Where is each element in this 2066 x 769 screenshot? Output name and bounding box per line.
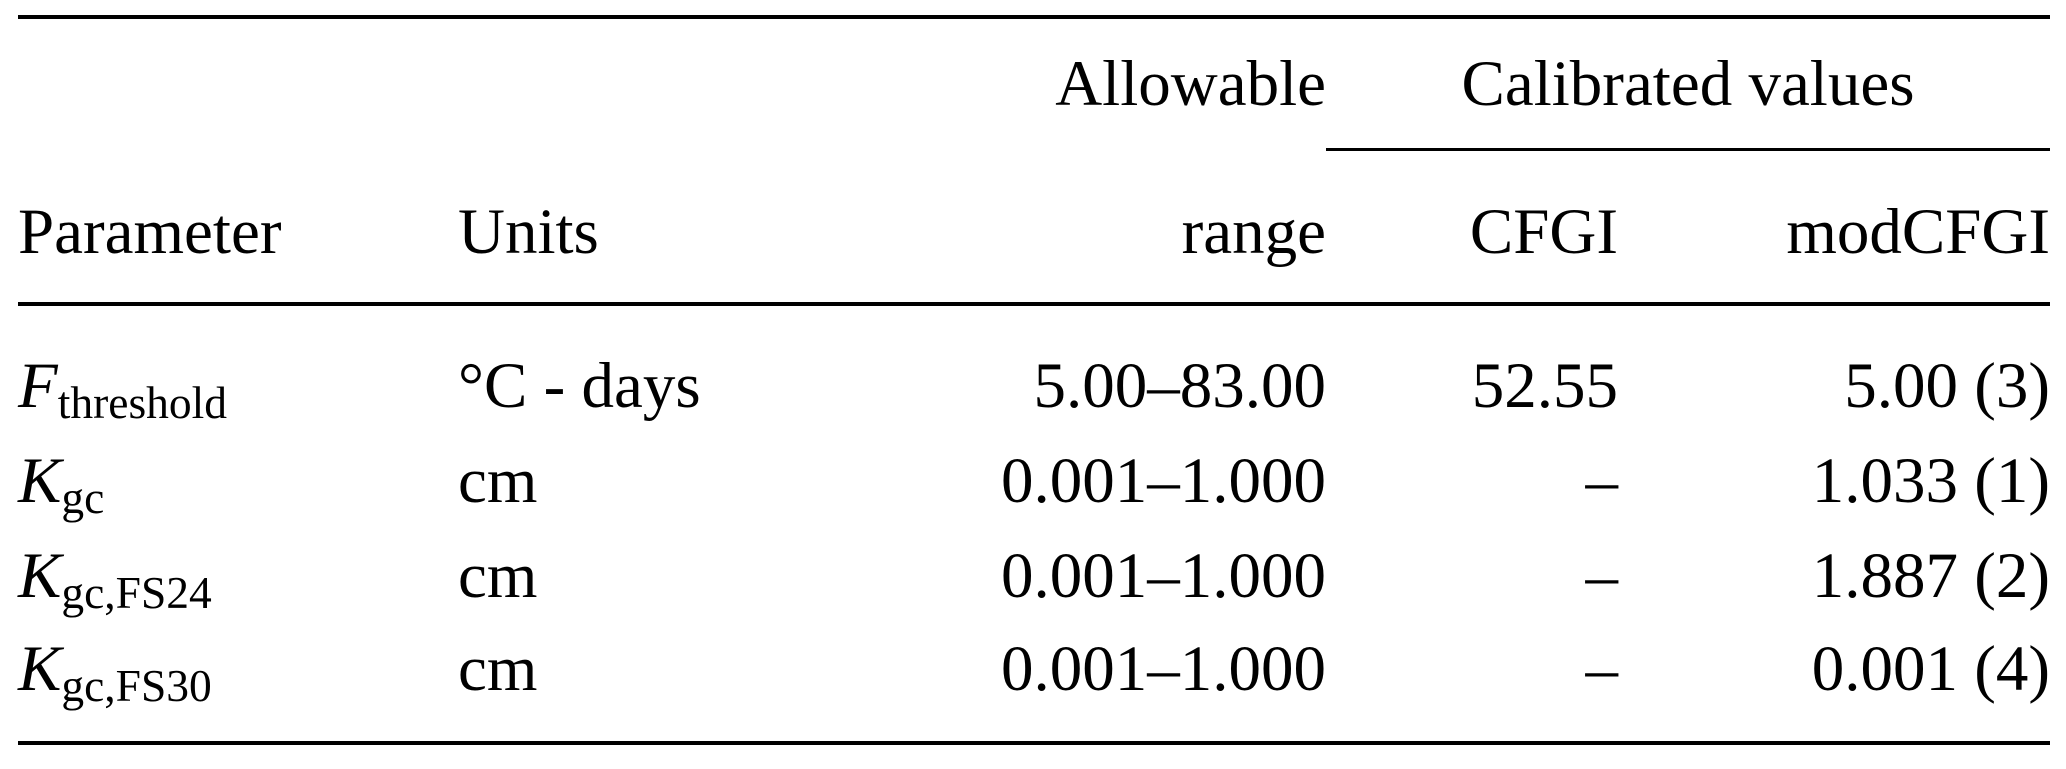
header-parameter: Parameter xyxy=(18,196,282,268)
cell-allowable-range: 0.001–1.000 xyxy=(1001,540,1326,612)
header-modcfgi: modCFGI xyxy=(1786,196,2051,268)
parameter-symbol: K xyxy=(18,540,62,612)
table-row: Kgc,FS30 cm 0.001–1.000 – 0.001 (4) xyxy=(18,612,2050,743)
cell-allowable-range: 0.001–1.000 xyxy=(1001,633,1326,705)
cell-allowable-range: 5.00–83.00 xyxy=(1033,350,1327,422)
cell-parameter: Kgc,FS24 xyxy=(18,517,458,616)
header-units: Units xyxy=(458,196,599,268)
cell-cfgi-value: – xyxy=(1585,633,1619,705)
calibration-parameters-table: Allowable Calibrated values Parameter Un… xyxy=(18,15,2051,745)
cell-modcfgi-value: 1.887 (2) xyxy=(1811,540,2051,612)
parameter-symbol: F xyxy=(18,350,58,422)
cell-parameter: Kgc xyxy=(18,422,458,521)
parameter-subscript: gc,FS24 xyxy=(61,566,212,618)
parameter-subscript: threshold xyxy=(57,376,228,428)
header-spacer-units xyxy=(458,17,966,151)
header-row-group: Allowable Calibrated values xyxy=(18,17,2051,151)
cell-cfgi-value: – xyxy=(1585,540,1619,612)
cell-units: cm xyxy=(458,633,538,705)
header-cfgi: CFGI xyxy=(1469,196,1618,268)
parameter-subscript: gc,FS30 xyxy=(61,659,212,711)
cell-allowable-range: 0.001–1.000 xyxy=(1001,445,1326,517)
table-row: Kgc cm 0.001–1.000 – 1.033 (1) xyxy=(18,422,2051,521)
cell-parameter: Kgc,FS30 xyxy=(18,612,458,743)
cell-units: cm xyxy=(458,540,538,612)
header-group-cell: Calibrated values xyxy=(1326,17,2051,151)
parameter-subscript: gc xyxy=(61,471,105,523)
header-row-columns: Parameter Units range CFGI modCFGI xyxy=(18,151,2051,304)
header-spacer-parameter xyxy=(18,17,458,151)
cell-modcfgi-value: 1.033 (1) xyxy=(1811,445,2051,517)
parameter-symbol: K xyxy=(18,445,62,517)
cell-units: °C - days xyxy=(458,350,701,422)
header-allowable: Allowable xyxy=(1055,48,1326,120)
cell-modcfgi-value: 5.00 (3) xyxy=(1844,350,2051,422)
cell-units: cm xyxy=(458,445,538,517)
header-calibrated-values-group: Calibrated values xyxy=(1326,52,2051,151)
cell-modcfgi-value: 0.001 (4) xyxy=(1811,633,2051,705)
cell-cfgi-value: 52.55 xyxy=(1471,350,1618,422)
table-row: Fthreshold °C - days 5.00–83.00 52.55 5.… xyxy=(18,304,2051,426)
cell-cfgi-value: – xyxy=(1585,445,1619,517)
header-range: range xyxy=(1181,196,1326,268)
cell-parameter: Fthreshold xyxy=(18,304,458,426)
parameter-symbol: K xyxy=(18,633,62,705)
table-row: Kgc,FS24 cm 0.001–1.000 – 1.887 (2) xyxy=(18,517,2051,616)
